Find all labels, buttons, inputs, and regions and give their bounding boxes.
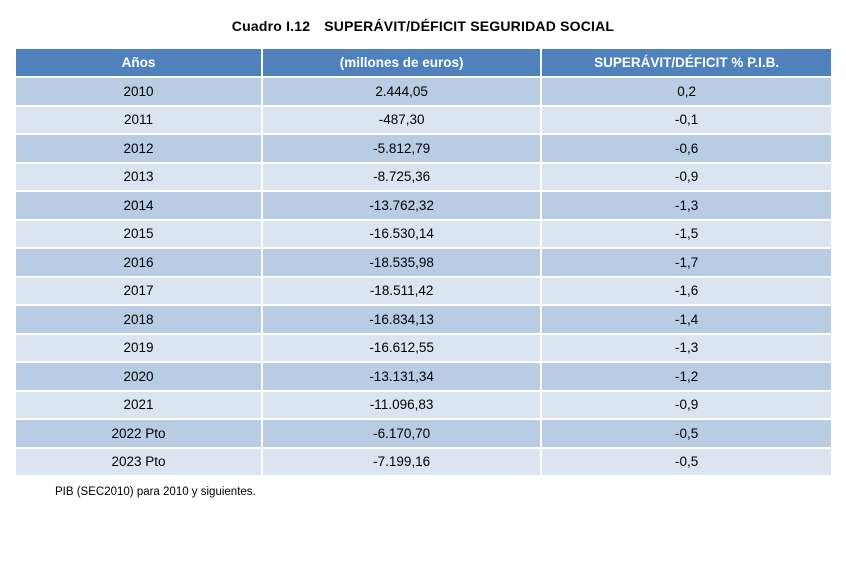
table-header-row: Años (millones de euros) SUPERÁVIT/DÉFIC… <box>16 49 831 76</box>
cell-millones-euros: -18.535,98 <box>262 249 541 276</box>
cell-year: 2019 <box>16 334 261 361</box>
table-row: 2010 2.444,05 0,2 <box>16 78 831 105</box>
column-header-anos: Años <box>16 49 261 76</box>
table-header: Años (millones de euros) SUPERÁVIT/DÉFIC… <box>16 49 831 76</box>
table-row: 2018 -16.834,13 -1,4 <box>16 306 831 333</box>
cell-millones-euros: 2.444,05 <box>262 78 541 105</box>
cell-millones-euros: -6.170,70 <box>262 420 541 447</box>
table-row: 2020 -13.131,34 -1,2 <box>16 363 831 390</box>
cell-pct-pib: -0,9 <box>542 391 831 418</box>
data-table: Años (millones de euros) SUPERÁVIT/DÉFIC… <box>14 47 833 477</box>
table-row: 2019 -16.612,55 -1,3 <box>16 334 831 361</box>
cell-millones-euros: -13.762,32 <box>262 192 541 219</box>
cell-year: 2016 <box>16 249 261 276</box>
table-row: 2012 -5.812,79 -0,6 <box>16 135 831 162</box>
table-row: 2017 -18.511,42 -1,6 <box>16 277 831 304</box>
cell-pct-pib: -1,2 <box>542 363 831 390</box>
table-title: Cuadro I.12 SUPERÁVIT/DÉFICIT SEGURIDAD S… <box>0 0 846 34</box>
cell-millones-euros: -11.096,83 <box>262 391 541 418</box>
table-title-text: SUPERÁVIT/DÉFICIT SEGURIDAD SOCIAL <box>324 18 615 34</box>
cell-year: 2022 Pto <box>16 420 261 447</box>
table-row: 2016 -18.535,98 -1,7 <box>16 249 831 276</box>
cell-year: 2012 <box>16 135 261 162</box>
cell-millones-euros: -16.612,55 <box>262 334 541 361</box>
table-title-label: Cuadro I.12 <box>231 18 311 34</box>
cell-pct-pib: -1,7 <box>542 249 831 276</box>
cell-year: 2013 <box>16 163 261 190</box>
cell-millones-euros: -16.530,14 <box>262 220 541 247</box>
cell-year: 2010 <box>16 78 261 105</box>
cell-millones-euros: -16.834,13 <box>262 306 541 333</box>
table-row: 2015 -16.530,14 -1,5 <box>16 220 831 247</box>
cell-pct-pib: -0,6 <box>542 135 831 162</box>
cell-pct-pib: -1,5 <box>542 220 831 247</box>
footnote: PIB (SEC2010) para 2010 y siguientes. <box>55 486 256 498</box>
table-row: 2011 -487,30 -0,1 <box>16 106 831 133</box>
cell-year: 2011 <box>16 106 261 133</box>
cell-pct-pib: -0,9 <box>542 163 831 190</box>
cell-year: 2015 <box>16 220 261 247</box>
cell-pct-pib: -1,6 <box>542 277 831 304</box>
cell-year: 2021 <box>16 391 261 418</box>
table-row: 2014 -13.762,32 -1,3 <box>16 192 831 219</box>
cell-millones-euros: -18.511,42 <box>262 277 541 304</box>
cell-year: 2017 <box>16 277 261 304</box>
table-row: 2023 Pto -7.199,16 -0,5 <box>16 448 831 475</box>
cell-millones-euros: -487,30 <box>262 106 541 133</box>
cell-pct-pib: -1,4 <box>542 306 831 333</box>
table-row: 2022 Pto -6.170,70 -0,5 <box>16 420 831 447</box>
cell-year: 2014 <box>16 192 261 219</box>
cell-pct-pib: -1,3 <box>542 334 831 361</box>
cell-year: 2023 Pto <box>16 448 261 475</box>
cell-millones-euros: -7.199,16 <box>262 448 541 475</box>
table-body: 2010 2.444,05 0,2 2011 -487,30 -0,1 2012 -5.812… <box>16 78 831 475</box>
table-row: 2013 -8.725,36 -0,9 <box>16 163 831 190</box>
table-row: 2021 -11.096,83 -0,9 <box>16 391 831 418</box>
cell-millones-euros: -5.812,79 <box>262 135 541 162</box>
cell-year: 2018 <box>16 306 261 333</box>
cell-pct-pib: 0,2 <box>542 78 831 105</box>
cell-pct-pib: -0,5 <box>542 448 831 475</box>
cell-pct-pib: -1,3 <box>542 192 831 219</box>
cell-pct-pib: -0,5 <box>542 420 831 447</box>
cell-year: 2020 <box>16 363 261 390</box>
column-header-pib: SUPERÁVIT/DÉFICIT % P.I.B. <box>542 49 831 76</box>
column-header-millones: (millones de euros) <box>262 49 541 76</box>
cell-millones-euros: -8.725,36 <box>262 163 541 190</box>
cell-millones-euros: -13.131,34 <box>262 363 541 390</box>
cell-pct-pib: -0,1 <box>542 106 831 133</box>
